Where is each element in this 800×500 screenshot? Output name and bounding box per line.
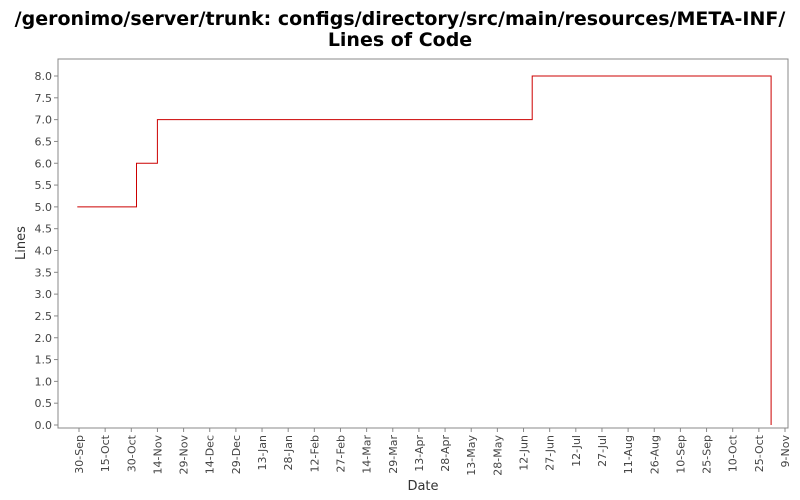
y-tick-label: 0.0 (35, 419, 53, 432)
x-tick-label: 11-Aug (622, 435, 635, 474)
y-tick-label: 1.0 (35, 375, 53, 388)
y-axis: 0.0 0.5 1.0 1.5 2.0 2.5 3.0 3.5 4.0 4.5 5.0 5.5 6.0 6… (35, 70, 58, 432)
x-tick-label: 13-Apr (413, 435, 426, 472)
x-tick-label: 25-Sep (701, 435, 714, 474)
series-layer (77, 75, 772, 425)
x-tick-label: 9-Nov (779, 435, 792, 468)
x-tick-label: 28-Apr (439, 435, 452, 472)
series-line (77, 75, 772, 425)
y-tick-label: 4.0 (35, 245, 53, 258)
x-tick-label: 27-Feb (334, 435, 347, 472)
y-axis-label: Lines (14, 226, 29, 260)
x-tick-label: 14-Dec (204, 435, 217, 474)
y-tick-label: 2.5 (35, 310, 53, 323)
x-tick-label: 26-Aug (648, 435, 661, 474)
x-tick-label: 29-Dec (230, 435, 243, 474)
y-tick-label: 6.5 (35, 135, 53, 148)
x-tick-label: 12-Feb (308, 435, 321, 472)
y-tick-label: 2.0 (35, 332, 53, 345)
x-tick-label: 28-Jan (282, 435, 295, 471)
x-tick-label: 14-Mar (361, 435, 374, 474)
x-axis-label: Date (407, 479, 438, 494)
x-tick-label: 25-Oct (753, 434, 766, 472)
x-tick-label: 28-May (491, 435, 504, 476)
y-tick-label: 3.5 (35, 266, 53, 279)
y-tick-label: 4.5 (35, 223, 53, 236)
x-tick-label: 14-Nov (151, 435, 164, 475)
y-tick-label: 1.5 (35, 354, 53, 367)
x-tick-label: 27-Jul (596, 435, 609, 467)
y-tick-label: 3.0 (35, 288, 53, 301)
plot-area (57, 58, 789, 429)
x-tick-label: 27-Jun (544, 435, 557, 471)
x-tick-label: 13-Jan (256, 435, 269, 471)
y-tick-label: 7.5 (35, 92, 53, 105)
y-tick-label: 0.5 (35, 397, 53, 410)
chart-title-line-1: /geronimo/server/trunk: configs/director… (15, 8, 786, 30)
y-tick-label: 8.0 (35, 70, 53, 83)
x-axis: 30-Sep 15-Oct 30-Oct 14-Nov 29-Nov 14-Dec 29-D… (73, 428, 792, 476)
x-tick-label: 15-Oct (99, 434, 112, 472)
x-tick-label: 29-Mar (387, 435, 400, 474)
y-tick-label: 5.0 (35, 201, 53, 214)
y-tick-label: 6.0 (35, 157, 53, 170)
x-tick-label: 29-Nov (178, 435, 191, 475)
y-tick-label: 7.0 (35, 114, 53, 127)
x-tick-label: 30-Sep (73, 435, 86, 474)
x-tick-label: 10-Oct (727, 434, 740, 472)
x-tick-label: 30-Oct (125, 434, 138, 472)
y-tick-label: 5.5 (35, 179, 53, 192)
x-tick-label: 12-Jun (518, 435, 531, 471)
x-tick-label: 12-Jul (570, 435, 583, 467)
x-tick-label: 10-Sep (674, 435, 687, 474)
x-tick-label: 13-May (465, 435, 478, 476)
chart-title-line-2: Lines of Code (328, 29, 472, 51)
